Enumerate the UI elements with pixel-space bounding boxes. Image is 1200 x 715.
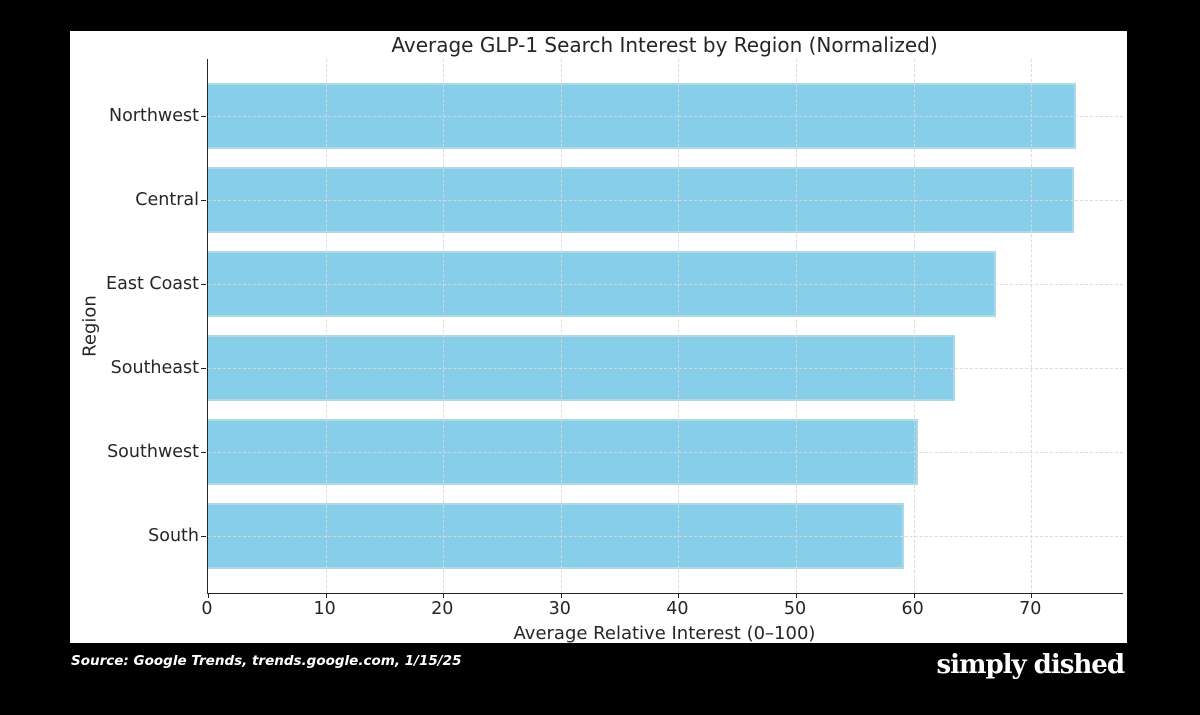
x-tick-label-60: 60 — [901, 599, 924, 619]
y-axis-tick-labels: Northwest Central East Coast Southeast South… — [70, 59, 199, 593]
y-tick-mark — [201, 284, 206, 285]
x-tick-mark — [560, 593, 562, 598]
y-tick-mark — [201, 452, 206, 453]
gridline-horizontal — [208, 536, 1123, 537]
x-tick-mark — [1031, 593, 1033, 598]
chart-panel: Average GLP-1 Search Interest by Region … — [70, 31, 1127, 644]
x-tick-mark — [678, 593, 680, 598]
x-tick-mark — [208, 593, 209, 598]
gridline-vertical — [1031, 59, 1033, 593]
y-tick-mark — [201, 536, 206, 537]
x-tick-label-20: 20 — [431, 599, 454, 619]
y-tick-label-central: Central — [135, 190, 199, 210]
gridline-horizontal — [208, 200, 1123, 201]
y-tick-label-southwest: Southwest — [107, 442, 199, 462]
y-tick-label-southeast: Southeast — [110, 358, 199, 378]
gridline-vertical — [913, 59, 915, 593]
x-tick-mark — [913, 593, 915, 598]
y-tick-mark — [201, 116, 206, 117]
x-tick-label-0: 0 — [201, 599, 213, 619]
chart-title: Average GLP-1 Search Interest by Region … — [391, 33, 938, 57]
x-tick-mark — [443, 593, 445, 598]
x-tick-mark — [325, 593, 327, 598]
gridline-horizontal — [208, 452, 1123, 453]
gridline-vertical — [443, 59, 445, 593]
gridline-vertical — [678, 59, 680, 593]
plot-area — [201, 59, 1123, 598]
gridline-vertical — [796, 59, 798, 593]
gridline-horizontal — [208, 284, 1123, 285]
x-axis-title: Average Relative Interest (0–100) — [513, 623, 816, 644]
y-tick-mark — [201, 368, 206, 369]
gridline-vertical — [560, 59, 562, 593]
gridline-horizontal — [208, 368, 1123, 369]
source-attribution: Source: Google Trends, trends.google.com… — [71, 653, 462, 669]
x-tick-label-70: 70 — [1019, 599, 1042, 619]
x-tick-label-10: 10 — [313, 599, 336, 619]
x-tick-mark — [796, 593, 798, 598]
y-tick-label-south: South — [148, 526, 199, 546]
x-axis-tick-labels: 0 10 20 30 40 50 60 70 — [201, 599, 1122, 623]
x-tick-label-30: 30 — [548, 599, 571, 619]
gridline-horizontal — [208, 116, 1123, 117]
x-tick-label-40: 40 — [666, 599, 689, 619]
gridline-vertical — [325, 59, 327, 593]
y-tick-label-east-coast: East Coast — [106, 274, 199, 294]
x-tick-label-50: 50 — [783, 599, 807, 619]
y-tick-label-northwest: Northwest — [108, 106, 199, 126]
brand-wordmark: simply dished — [936, 650, 1125, 680]
y-tick-mark — [201, 200, 206, 201]
